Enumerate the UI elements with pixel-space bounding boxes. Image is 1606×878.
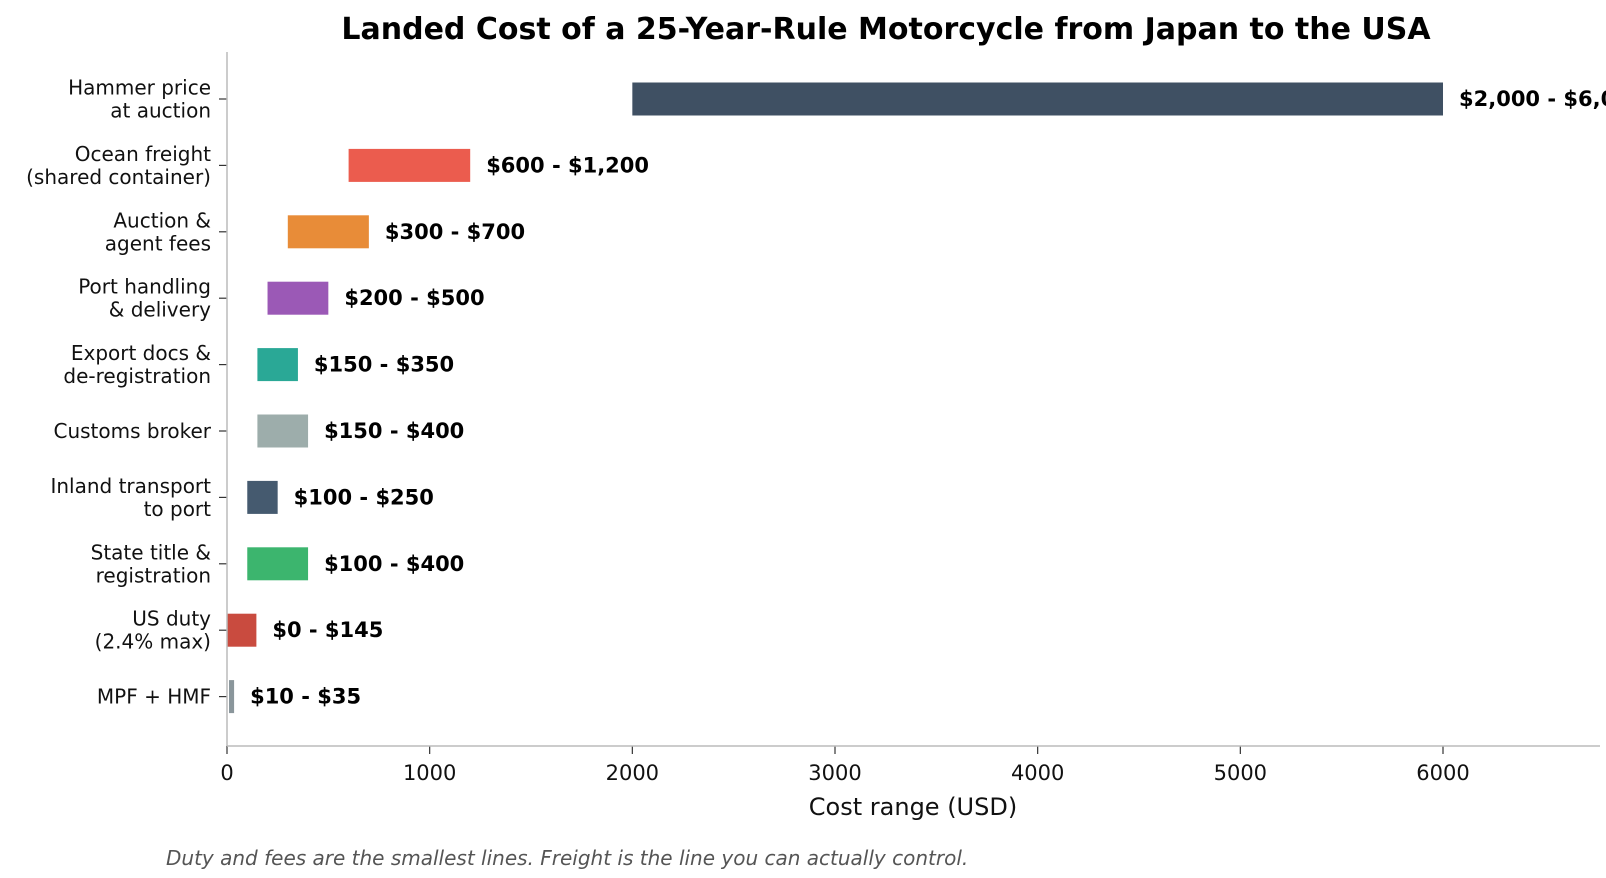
- range-bar: [227, 613, 257, 647]
- range-bar: [348, 148, 471, 182]
- category-label: Customs broker: [53, 419, 211, 443]
- category-label: US duty: [132, 607, 211, 631]
- x-tick-label: 5000: [1214, 761, 1267, 785]
- range-bar: [632, 82, 1443, 116]
- x-tick-label: 2000: [606, 761, 659, 785]
- data-label: $100 - $400: [324, 552, 464, 576]
- category-label: State title &: [91, 540, 211, 564]
- chart-caption: Duty and fees are the smallest lines. Fr…: [166, 846, 969, 870]
- category-label: & delivery: [109, 298, 211, 322]
- category-label: (shared container): [26, 165, 211, 189]
- x-tick-label: 6000: [1416, 761, 1469, 785]
- range-bar: [267, 281, 329, 315]
- category-label: registration: [96, 563, 211, 587]
- data-label: $2,000 - $6,000: [1459, 87, 1606, 111]
- category-label: at auction: [110, 99, 211, 123]
- chart-title: Landed Cost of a 25-Year-Rule Motorcycle…: [341, 12, 1431, 47]
- range-bar: [257, 348, 298, 382]
- x-axis-label: Cost range (USD): [809, 793, 1017, 821]
- x-tick-label: 3000: [808, 761, 861, 785]
- data-label: $300 - $700: [385, 220, 525, 244]
- range-bar: [287, 215, 369, 249]
- data-label: $150 - $400: [324, 419, 464, 443]
- range-bar: [247, 547, 309, 581]
- category-label: de-registration: [63, 364, 211, 388]
- x-tick-label: 4000: [1011, 761, 1064, 785]
- category-label: Ocean freight: [75, 142, 211, 166]
- data-label: $100 - $250: [294, 485, 434, 509]
- data-label: $10 - $35: [250, 685, 361, 709]
- x-tick-label: 1000: [403, 761, 456, 785]
- data-label: $200 - $500: [344, 286, 484, 310]
- category-label: Hammer price: [68, 76, 211, 100]
- category-label: Export docs &: [71, 341, 211, 365]
- range-bar: [229, 680, 235, 714]
- category-label: (2.4% max): [95, 630, 211, 654]
- data-label: $150 - $350: [314, 353, 454, 377]
- x-tick-label: 0: [220, 761, 233, 785]
- category-label: Inland transport: [50, 474, 211, 498]
- category-label: agent fees: [105, 231, 211, 255]
- data-label: $600 - $1,200: [486, 153, 649, 177]
- range-bar: [257, 414, 309, 448]
- category-label: Port handling: [78, 275, 211, 299]
- data-label: $0 - $145: [272, 618, 383, 642]
- category-label: MPF + HMF: [97, 685, 211, 709]
- category-label: Auction &: [113, 208, 211, 232]
- category-label: to port: [144, 497, 212, 521]
- range-bar: [247, 480, 278, 514]
